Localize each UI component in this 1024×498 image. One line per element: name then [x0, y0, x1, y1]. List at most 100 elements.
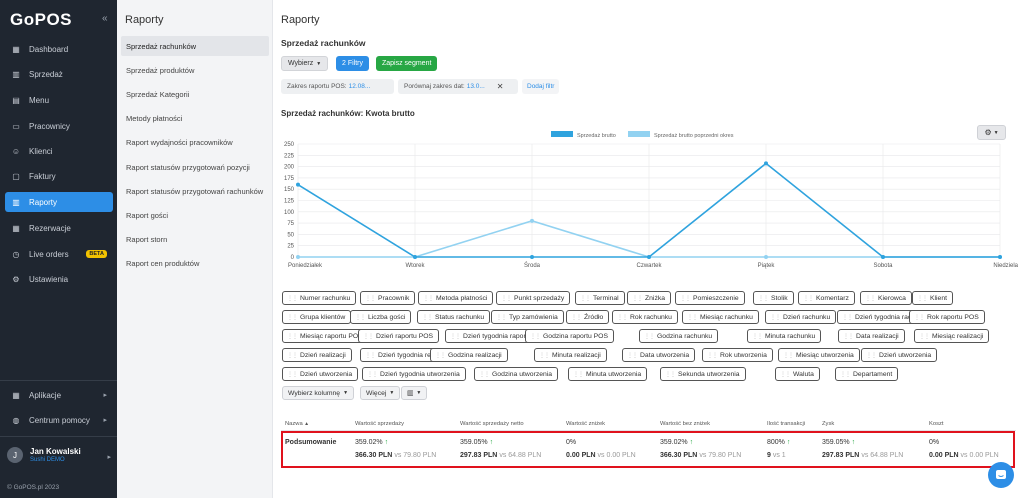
column-header[interactable]: Nazwa ▲ — [285, 421, 309, 427]
column-chip[interactable]: ⋮⋮ Rok utworzenia — [702, 348, 773, 362]
compare-range-filter[interactable]: Porównaj zakres dat: 13.0... ✕ — [398, 79, 518, 94]
column-chip[interactable]: ⋮⋮ Metoda płatności — [418, 291, 494, 305]
column-header[interactable]: Wartość sprzedaży — [355, 421, 404, 427]
column-chip[interactable]: ⋮⋮ Pomieszczenie — [675, 291, 745, 305]
columns-view-button[interactable]: ▥ ▼ — [401, 386, 428, 400]
drag-handle-icon[interactable]: ⋮⋮ — [917, 295, 928, 302]
drag-handle-icon[interactable]: ⋮⋮ — [365, 352, 376, 359]
column-chip[interactable]: ⋮⋮ Dzień realizacji — [282, 348, 352, 362]
nav-item-8[interactable]: ◷ Live orders BETA — [5, 244, 113, 264]
submenu-item[interactable]: Sprzedaż produktów — [126, 65, 195, 75]
column-chip[interactable]: ⋮⋮ Punkt sprzedaży — [496, 291, 571, 305]
drag-handle-icon[interactable]: ⋮⋮ — [367, 371, 378, 378]
drag-handle-icon[interactable]: ⋮⋮ — [287, 371, 298, 378]
column-chip[interactable]: ⋮⋮ Godzina realizacji — [430, 348, 508, 362]
column-header[interactable]: Wartość bez zniżek — [660, 421, 710, 427]
user-profile[interactable]: J Jan Kowalski Sushi DEMO — [7, 447, 81, 463]
column-chip[interactable]: ⋮⋮ Liczba gości — [350, 310, 412, 324]
column-header[interactable]: Wartość sprzedaży netto — [460, 421, 524, 427]
drag-handle-icon[interactable]: ⋮⋮ — [287, 314, 298, 321]
drag-handle-icon[interactable]: ⋮⋮ — [450, 333, 461, 340]
drag-handle-icon[interactable]: ⋮⋮ — [752, 333, 763, 340]
column-chip[interactable]: ⋮⋮ Miesiąc realizacji — [914, 329, 990, 343]
drag-handle-icon[interactable]: ⋮⋮ — [573, 371, 584, 378]
column-chip[interactable]: ⋮⋮ Dzień utworzenia — [861, 348, 938, 362]
drag-handle-icon[interactable]: ⋮⋮ — [365, 295, 376, 302]
drag-handle-icon[interactable]: ⋮⋮ — [287, 352, 298, 359]
chart-settings-button[interactable]: ⚙ ▼ — [977, 125, 1006, 140]
column-chip[interactable]: ⋮⋮ Data realizacji — [838, 329, 905, 343]
drag-handle-icon[interactable]: ⋮⋮ — [803, 295, 814, 302]
drag-handle-icon[interactable]: ⋮⋮ — [843, 333, 854, 340]
drag-handle-icon[interactable]: ⋮⋮ — [680, 295, 691, 302]
drag-handle-icon[interactable]: ⋮⋮ — [580, 295, 591, 302]
drag-handle-icon[interactable]: ⋮⋮ — [435, 352, 446, 359]
nav-bottom-item-0[interactable]: ▦ Aplikacje ▸ — [5, 385, 113, 405]
save-segment-button[interactable]: Zapisz segment — [376, 56, 438, 71]
column-chip[interactable]: ⋮⋮ Miesiąc raportu POS — [282, 329, 369, 343]
drag-handle-icon[interactable]: ⋮⋮ — [355, 314, 366, 321]
nav-item-5[interactable]: ▢ Faktury — [5, 166, 113, 186]
column-chip[interactable]: ⋮⋮ Numer rachunku — [282, 291, 357, 305]
column-chip[interactable]: ⋮⋮ Godzina rachunku — [639, 329, 719, 343]
column-header[interactable]: Wartość zniżek — [566, 421, 605, 427]
filters-button[interactable]: 2 Filtry — [336, 56, 369, 71]
drag-handle-icon[interactable]: ⋮⋮ — [479, 371, 490, 378]
column-chip[interactable]: ⋮⋮ Dzień tygodnia utworzenia — [362, 367, 466, 381]
drag-handle-icon[interactable]: ⋮⋮ — [422, 314, 433, 321]
submenu-item[interactable]: Metody płatności — [126, 114, 183, 124]
column-header[interactable]: Zysk — [822, 421, 834, 427]
column-chip[interactable]: ⋮⋮ Minuta utworzenia — [568, 367, 648, 381]
column-chip[interactable]: ⋮⋮ Komentarz — [798, 291, 855, 305]
close-icon[interactable]: ✕ — [496, 82, 504, 91]
drag-handle-icon[interactable]: ⋮⋮ — [687, 314, 698, 321]
drag-handle-icon[interactable]: ⋮⋮ — [632, 295, 643, 302]
drag-handle-icon[interactable]: ⋮⋮ — [780, 371, 791, 378]
drag-handle-icon[interactable]: ⋮⋮ — [840, 371, 851, 378]
column-chip[interactable]: ⋮⋮ Miesiąc rachunku — [682, 310, 759, 324]
select-column-button[interactable]: Wybierz kolumnę ▼ — [282, 386, 355, 400]
nav-item-9[interactable]: ⚙ Ustawienia — [5, 269, 113, 289]
column-chip[interactable]: ⋮⋮ Minuta rachunku — [747, 329, 822, 343]
drag-handle-icon[interactable]: ⋮⋮ — [707, 352, 718, 359]
column-header[interactable]: Ilość transakcji — [767, 421, 805, 427]
add-filter-button[interactable]: Dodaj filtr — [522, 79, 560, 94]
drag-handle-icon[interactable]: ⋮⋮ — [287, 295, 298, 302]
column-chip[interactable]: ⋮⋮ Departament — [835, 367, 899, 381]
more-button[interactable]: Więcej ▼ — [360, 386, 401, 400]
column-chip[interactable]: ⋮⋮ Pracownik — [360, 291, 416, 305]
drag-handle-icon[interactable]: ⋮⋮ — [530, 333, 541, 340]
submenu-item[interactable]: Sprzedaż Kategorii — [126, 89, 190, 99]
submenu-item[interactable]: Raport statusów przygotowań pozycji — [126, 162, 250, 172]
drag-handle-icon[interactable]: ⋮⋮ — [617, 314, 628, 321]
submenu-item[interactable]: Raport wydajności pracowników — [126, 138, 233, 148]
drag-handle-icon[interactable]: ⋮⋮ — [770, 314, 781, 321]
drag-handle-icon[interactable]: ⋮⋮ — [914, 314, 925, 321]
nav-item-3[interactable]: ▭ Pracownicy — [5, 116, 113, 136]
nav-item-4[interactable]: ☺ Klienci — [5, 141, 113, 161]
drag-handle-icon[interactable]: ⋮⋮ — [758, 295, 769, 302]
column-chip[interactable]: ⋮⋮ Waluta — [775, 367, 820, 381]
select-dropdown-button[interactable]: Wybierz ▼ — [281, 56, 329, 71]
drag-handle-icon[interactable]: ⋮⋮ — [496, 314, 507, 321]
gopos-logo[interactable]: GoPOS — [10, 10, 73, 29]
nav-item-2[interactable]: ▤ Menu — [5, 90, 113, 110]
column-chip[interactable]: ⋮⋮ Zniżka — [627, 291, 672, 305]
drag-handle-icon[interactable]: ⋮⋮ — [539, 352, 550, 359]
column-chip[interactable]: ⋮⋮ Rok rachunku — [612, 310, 678, 324]
drag-handle-icon[interactable]: ⋮⋮ — [644, 333, 655, 340]
drag-handle-icon[interactable]: ⋮⋮ — [919, 333, 930, 340]
column-chip[interactable]: ⋮⋮ Źródło — [566, 310, 610, 324]
column-chip[interactable]: ⋮⋮ Dzień rachunku — [765, 310, 837, 324]
column-chip[interactable]: ⋮⋮ Terminal — [575, 291, 625, 305]
column-chip[interactable]: ⋮⋮ Godzina utworzenia — [474, 367, 559, 381]
column-chip[interactable]: ⋮⋮ Status rachunku — [417, 310, 491, 324]
column-chip[interactable]: ⋮⋮ Data utworzenia — [622, 348, 696, 362]
drag-handle-icon[interactable]: ⋮⋮ — [627, 352, 638, 359]
drag-handle-icon[interactable]: ⋮⋮ — [423, 295, 434, 302]
column-chip[interactable]: ⋮⋮ Stolik — [753, 291, 794, 305]
submenu-item[interactable]: Raport gości — [126, 210, 169, 220]
column-chip[interactable]: ⋮⋮ Godzina raportu POS — [525, 329, 614, 343]
drag-handle-icon[interactable]: ⋮⋮ — [665, 371, 676, 378]
column-chip[interactable]: ⋮⋮ Sekunda utworzenia — [660, 367, 746, 381]
